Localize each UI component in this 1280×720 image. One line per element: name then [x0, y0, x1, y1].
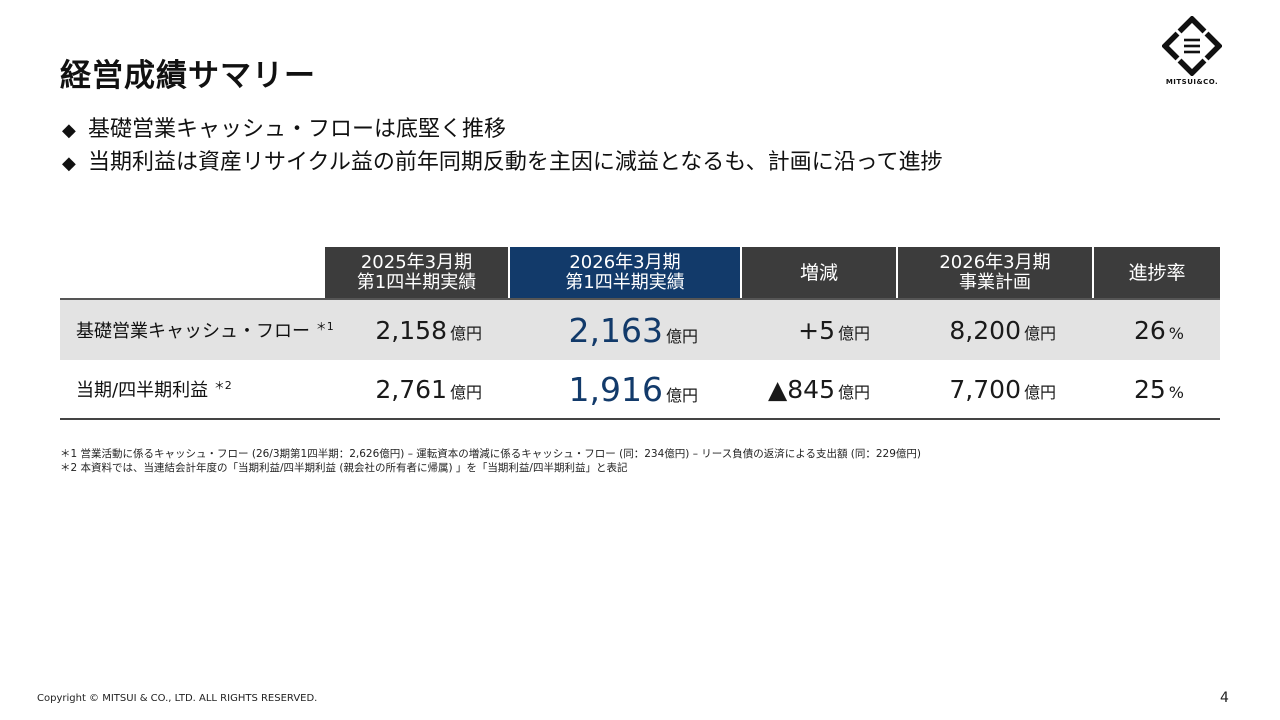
diamond-bullet-icon: ◆ [62, 153, 76, 174]
cell-value: 2,761 [375, 374, 447, 404]
footnotes: ＊1 営業活動に係るキャッシュ・フロー (26/3期第1四半期：2,626億円)… [60, 447, 921, 475]
mitsui-logo-icon [1162, 16, 1222, 76]
results-table: 2025年3月期 第1四半期実績 2026年3月期 第1四半期実績 増減 202… [60, 247, 1220, 420]
bullet-text: 当期利益は資産リサイクル益の前年同期反動を主因に減益となるも、計画に沿って進捗 [88, 150, 943, 175]
header-line: 増減 [799, 261, 838, 284]
cell-value: 25 [1133, 374, 1166, 404]
diamond-bullet-icon: ◆ [62, 120, 76, 141]
mitsui-logo: MITSUI&CO. [1160, 16, 1224, 90]
cell-value: 2,158 [375, 315, 447, 345]
header-line: 2025年3月期 [360, 251, 473, 273]
row-label: 当期/四半期利益 ＊2 [60, 376, 323, 402]
header-curr-q1: 2026年3月期 第1四半期実績 [508, 247, 740, 298]
footnote-2: ＊2 本資料では、当連結会計年度の「当期利益/四半期利益 (親会社の所有者に帰属… [60, 462, 628, 474]
cell-progress: 25% [1092, 375, 1220, 404]
header-progress: 進捗率 [1092, 247, 1220, 298]
cell-unit: 億円 [665, 385, 698, 405]
row-label-text: 当期/四半期利益 [76, 380, 209, 401]
cell-unit: 億円 [837, 382, 870, 402]
cell-unit: 億円 [837, 323, 870, 343]
cell-unit: 億円 [665, 326, 698, 346]
page-title: 経営成績サマリー [60, 58, 316, 94]
cell-value: 1,916 [568, 369, 663, 409]
header-line: 事業計画 [959, 271, 1031, 293]
cell-progress: 26% [1092, 316, 1220, 345]
logo-text: MITSUI&CO. [1165, 78, 1219, 86]
cell-value: 7,700 [949, 374, 1021, 404]
cell-prev: 2,761 億円 [323, 375, 508, 404]
cell-value: 2,163 [568, 310, 663, 350]
header-line: 進捗率 [1128, 261, 1186, 284]
copyright-footer: Copyright © MITSUI & CO., LTD. ALL RIGHT… [37, 693, 318, 704]
cell-unit: 億円 [449, 323, 482, 343]
table-header: 2025年3月期 第1四半期実績 2026年3月期 第1四半期実績 増減 202… [60, 247, 1220, 298]
bullet-text: 基礎営業キャッシュ・フローは底堅く推移 [88, 117, 507, 142]
header-plan: 2026年3月期 事業計画 [896, 247, 1092, 298]
bullet-item: ◆ 基礎営業キャッシュ・フローは底堅く推移 [62, 114, 942, 147]
cell-value: 26 [1133, 315, 1166, 345]
header-prev-q1: 2025年3月期 第1四半期実績 [323, 247, 508, 298]
row-label-text: 基礎営業キャッシュ・フロー [76, 321, 310, 342]
cell-value: ▲845 [768, 374, 835, 404]
header-change: 増減 [740, 247, 896, 298]
table-row-core-cf: 基礎営業キャッシュ・フロー ＊1 2,158 億円 2,163 億円 +5 億円 8,… [60, 298, 1220, 360]
footnote-marker: ＊1 [315, 320, 334, 333]
header-blank [60, 247, 323, 298]
bullet-item: ◆ 当期利益は資産リサイクル益の前年同期反動を主因に減益となるも、計画に沿って進捗 [62, 147, 942, 180]
cell-prev: 2,158 億円 [323, 316, 508, 345]
cell-unit: 億円 [449, 382, 482, 402]
cell-unit: % [1168, 382, 1184, 402]
header-line: 2026年3月期 [939, 251, 1051, 273]
header-line: 第1四半期実績 [356, 271, 477, 293]
cell-unit: % [1168, 323, 1184, 343]
cell-unit: 億円 [1023, 323, 1056, 343]
cell-value: 8,200 [949, 315, 1021, 345]
page-number: 4 [1220, 690, 1229, 706]
cell-value: +5 [798, 315, 835, 345]
cell-plan: 8,200 億円 [896, 316, 1092, 345]
cell-curr: 1,916 億円 [508, 370, 740, 409]
cell-unit: 億円 [1023, 382, 1056, 402]
row-label: 基礎営業キャッシュ・フロー ＊1 [60, 317, 334, 343]
cell-diff: ▲845 億円 [740, 375, 896, 404]
cell-plan: 7,700 億円 [896, 375, 1092, 404]
header-line: 第1四半期実績 [565, 271, 685, 293]
table-row-net-income: 当期/四半期利益 ＊2 2,761 億円 1,916 億円 ▲845 億円 7,700… [60, 360, 1220, 420]
cell-curr: 2,163 億円 [508, 311, 740, 350]
cell-diff: +5 億円 [740, 316, 896, 345]
header-line: 2026年3月期 [569, 251, 681, 273]
summary-bullets: ◆ 基礎営業キャッシュ・フローは底堅く推移 ◆ 当期利益は資産リサイクル益の前年同期… [62, 114, 942, 180]
footnote-1: ＊1 営業活動に係るキャッシュ・フロー (26/3期第1四半期：2,626億円)… [60, 448, 922, 460]
footnote-marker: ＊2 [213, 379, 232, 392]
